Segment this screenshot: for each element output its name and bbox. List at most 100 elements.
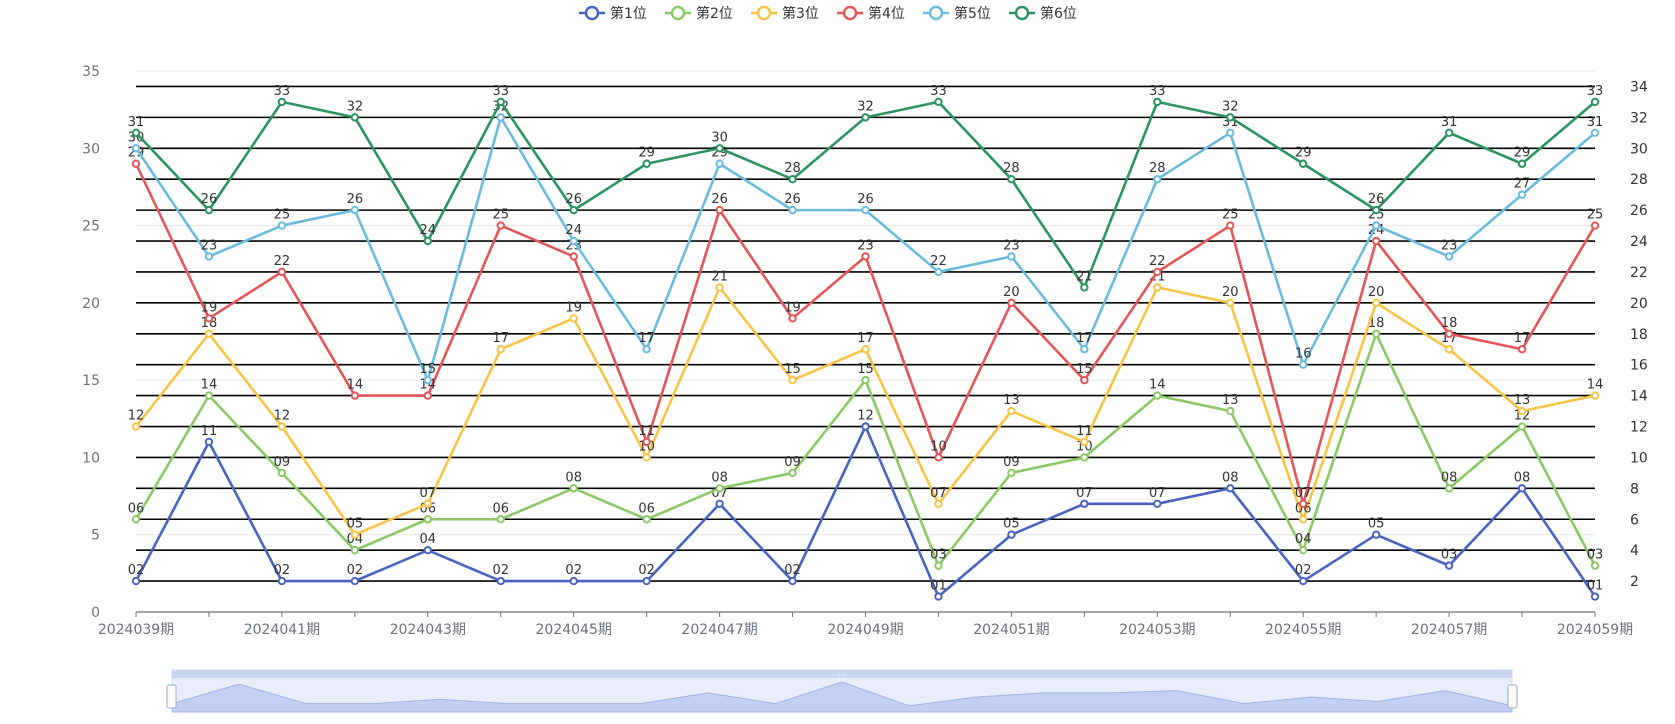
data-point[interactable] [1299,499,1308,508]
data-point[interactable] [496,345,505,354]
data-point[interactable] [1007,406,1016,416]
data-point[interactable] [642,437,651,447]
legend-item[interactable]: 第5位 [923,5,991,22]
data-point[interactable] [788,175,797,184]
legend-item[interactable]: 第2位 [665,5,733,22]
data-point[interactable] [204,205,214,215]
data-point[interactable] [569,314,578,323]
data-point[interactable] [1371,329,1381,338]
data-point[interactable] [1444,345,1454,354]
data-point[interactable] [277,422,287,431]
data-point[interactable] [277,221,287,230]
data-point[interactable] [1444,561,1454,570]
data-point[interactable] [1444,329,1454,338]
data-point[interactable] [715,159,724,168]
data-point[interactable] [423,375,432,385]
data-point[interactable] [131,515,141,524]
data-point[interactable] [569,236,578,246]
data-zoom-left-handle[interactable] [166,684,177,709]
data-point[interactable] [1007,298,1016,308]
data-point[interactable] [934,592,943,601]
data-point[interactable] [569,252,578,261]
data-point[interactable] [423,236,432,246]
data-point[interactable] [642,345,651,354]
data-point[interactable] [1226,298,1235,308]
data-point[interactable] [715,484,724,493]
data-point[interactable] [1444,484,1454,493]
data-point[interactable] [1517,406,1527,416]
data-point[interactable] [350,391,360,400]
data-point[interactable] [934,453,943,462]
data-point[interactable] [1226,128,1235,138]
data-point[interactable] [1590,128,1600,138]
data-point[interactable] [715,205,724,215]
data-point[interactable] [1299,576,1308,586]
data-point[interactable] [496,576,505,586]
data-point[interactable] [715,283,724,292]
data-point[interactable] [861,252,870,261]
data-point[interactable] [496,515,505,524]
data-point[interactable] [715,499,724,508]
data-point[interactable] [569,205,578,215]
data-point[interactable] [1371,298,1381,308]
data-point[interactable] [277,468,287,478]
data-point[interactable] [423,545,432,555]
data-point[interactable] [1080,375,1089,385]
data-point[interactable] [1153,175,1162,184]
data-point[interactable] [1080,345,1089,354]
data-point[interactable] [350,113,360,122]
data-point[interactable] [131,422,141,431]
data-point[interactable] [642,515,651,524]
data-point[interactable] [1299,515,1308,524]
data-point[interactable] [569,576,578,586]
data-point[interactable] [1371,205,1381,215]
data-point[interactable] [1590,97,1600,107]
data-point[interactable] [788,205,797,215]
data-point[interactable] [788,314,797,323]
data-point[interactable] [788,375,797,385]
data-point[interactable] [1080,453,1089,462]
data-point[interactable] [1080,283,1089,292]
data-point[interactable] [1590,221,1600,230]
data-point[interactable] [1517,159,1527,168]
data-point[interactable] [642,576,651,586]
data-point[interactable] [934,499,943,508]
data-point[interactable] [277,576,287,586]
data-point[interactable] [1153,267,1162,277]
data-point[interactable] [350,205,360,215]
data-zoom-move-bar[interactable] [172,670,1512,678]
data-point[interactable] [277,97,287,107]
data-point[interactable] [204,314,214,323]
data-point[interactable] [350,545,360,555]
data-point[interactable] [1299,360,1308,369]
data-point[interactable] [788,468,797,478]
data-point[interactable] [423,499,432,508]
data-point[interactable] [496,221,505,230]
data-point[interactable] [861,345,870,354]
data-point[interactable] [423,391,432,400]
data-point[interactable] [1590,391,1600,400]
data-point[interactable] [569,484,578,493]
data-point[interactable] [204,252,214,261]
data-point[interactable] [1517,345,1527,354]
data-point[interactable] [496,97,505,107]
data-point[interactable] [1590,561,1600,570]
data-point[interactable] [861,375,870,385]
data-point[interactable] [642,159,651,168]
data-point[interactable] [204,437,214,447]
data-point[interactable] [131,576,141,586]
data-point[interactable] [1007,530,1016,539]
data-point[interactable] [1517,190,1527,199]
legend-item[interactable]: 第1位 [579,5,647,22]
legend-item[interactable]: 第4位 [837,5,905,22]
data-point[interactable] [1007,468,1016,478]
data-point[interactable] [496,113,505,122]
data-point[interactable] [1226,221,1235,230]
data-point[interactable] [204,391,214,400]
data-zoom-right-handle[interactable] [1507,684,1518,709]
data-point[interactable] [1226,484,1235,493]
data-point[interactable] [642,453,651,462]
data-point[interactable] [861,422,870,431]
data-point[interactable] [277,267,287,277]
data-point[interactable] [131,144,141,153]
